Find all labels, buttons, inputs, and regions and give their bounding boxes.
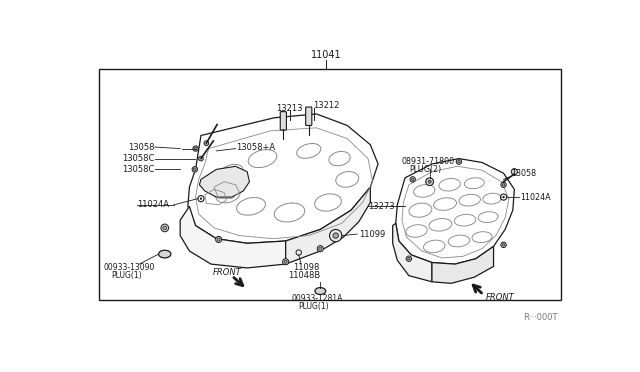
Text: PLUG(1): PLUG(1) xyxy=(111,271,141,280)
Text: 08931-71800: 08931-71800 xyxy=(401,157,454,166)
Text: 13212: 13212 xyxy=(312,101,339,110)
Text: 11098: 11098 xyxy=(293,263,320,272)
Circle shape xyxy=(192,167,198,172)
Circle shape xyxy=(317,246,323,252)
Text: 13213: 13213 xyxy=(276,104,302,113)
Circle shape xyxy=(163,226,166,230)
Text: 11024A: 11024A xyxy=(520,193,551,202)
Text: 13058C: 13058C xyxy=(122,154,155,163)
Text: 13058: 13058 xyxy=(511,170,536,179)
Text: 13058: 13058 xyxy=(128,142,155,151)
Circle shape xyxy=(284,260,287,263)
Circle shape xyxy=(458,160,460,163)
Ellipse shape xyxy=(159,250,171,258)
Ellipse shape xyxy=(315,288,326,295)
Polygon shape xyxy=(396,158,515,264)
Text: 00933-13090: 00933-13090 xyxy=(103,263,154,272)
Circle shape xyxy=(161,224,168,232)
Circle shape xyxy=(428,180,431,183)
Text: 13273: 13273 xyxy=(368,202,395,211)
Circle shape xyxy=(200,198,202,200)
Text: 11041: 11041 xyxy=(311,51,342,60)
Circle shape xyxy=(216,236,221,243)
Text: 11024A: 11024A xyxy=(137,200,169,209)
Text: R···000T: R···000T xyxy=(523,313,557,322)
Text: 13058+A: 13058+A xyxy=(236,142,275,151)
Circle shape xyxy=(193,146,198,151)
Circle shape xyxy=(511,169,517,175)
FancyBboxPatch shape xyxy=(280,112,287,130)
Circle shape xyxy=(502,183,505,186)
Circle shape xyxy=(412,178,414,180)
Text: PLUG(2): PLUG(2) xyxy=(409,165,441,174)
Circle shape xyxy=(406,256,412,262)
Text: 00933-1281A: 00933-1281A xyxy=(291,294,342,303)
Circle shape xyxy=(501,182,506,187)
Circle shape xyxy=(283,259,289,265)
Polygon shape xyxy=(188,114,378,243)
FancyBboxPatch shape xyxy=(306,107,312,125)
Circle shape xyxy=(193,168,196,171)
Text: 11099: 11099 xyxy=(359,230,385,238)
Bar xyxy=(99,69,561,300)
Circle shape xyxy=(456,159,461,164)
Circle shape xyxy=(217,238,220,241)
Circle shape xyxy=(198,156,204,161)
Polygon shape xyxy=(432,246,493,283)
Text: FRONT: FRONT xyxy=(486,293,515,302)
Text: 13058C: 13058C xyxy=(122,165,155,174)
Polygon shape xyxy=(180,206,285,268)
Circle shape xyxy=(501,242,506,247)
Circle shape xyxy=(502,196,505,198)
Circle shape xyxy=(333,233,339,238)
Polygon shape xyxy=(393,223,432,282)
Circle shape xyxy=(194,147,197,150)
Circle shape xyxy=(502,244,505,246)
Text: FRONT: FRONT xyxy=(212,268,241,277)
Text: 11048B: 11048B xyxy=(288,271,320,280)
Circle shape xyxy=(426,178,433,186)
Text: PLUG(1): PLUG(1) xyxy=(299,302,330,311)
Circle shape xyxy=(408,257,410,260)
Polygon shape xyxy=(285,187,371,264)
Circle shape xyxy=(330,230,342,242)
Polygon shape xyxy=(200,166,250,197)
Circle shape xyxy=(410,177,415,182)
Circle shape xyxy=(204,141,209,145)
Circle shape xyxy=(319,247,322,250)
